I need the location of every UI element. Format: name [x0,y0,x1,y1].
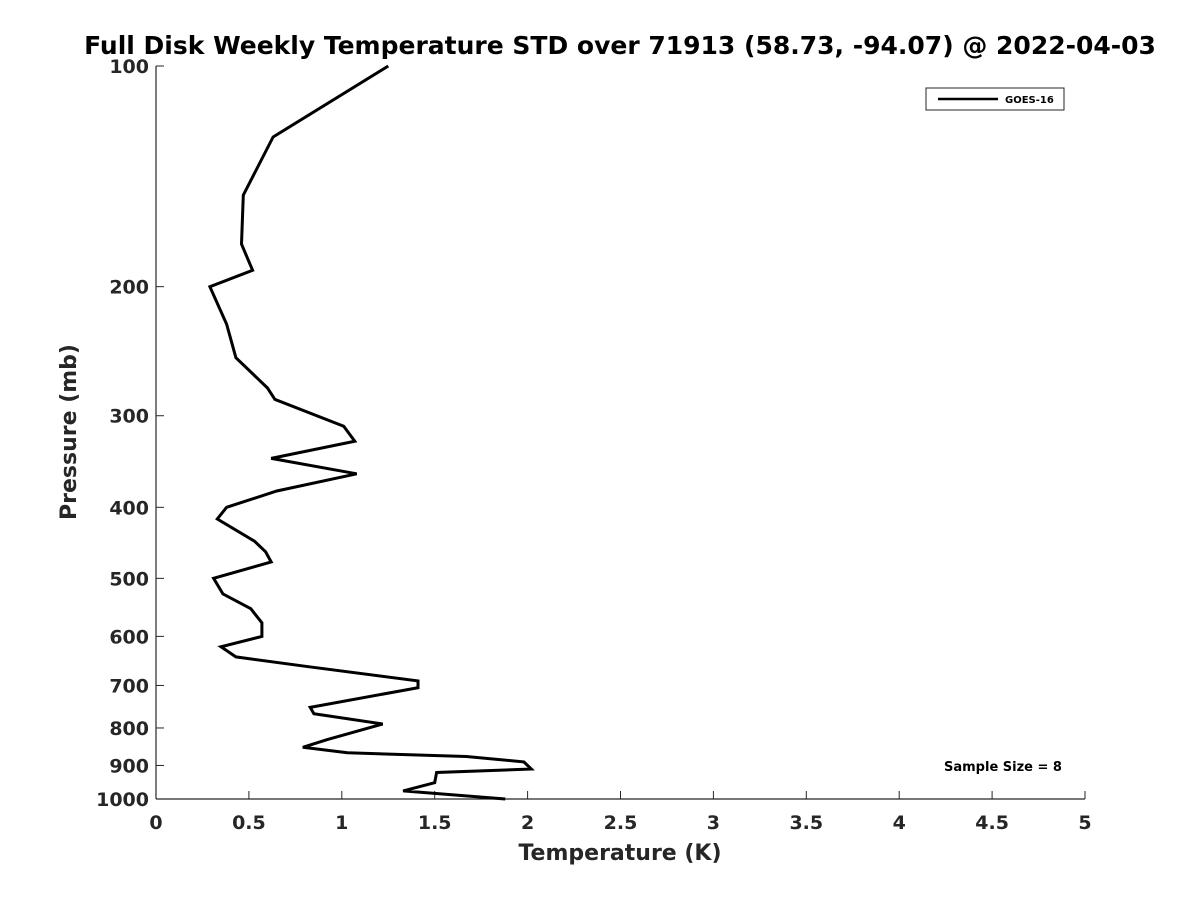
y-tick-label: 1000 [96,789,149,811]
plot-area: 0 0.5 1 1.5 2 2.5 3 3.5 4 4.5 5 100 200 300 400 500 600… [96,56,1092,834]
plot-background [156,66,1085,799]
x-tick-label: 1.5 [418,812,452,834]
legend-label-goes-16: GOES-16 [1005,95,1054,106]
x-tick-label: 2.5 [604,812,638,834]
series-line-goes-16 [207,64,535,801]
sample-size-annotation: Sample Size = 8 [944,760,1062,775]
y-tick-label: 800 [109,718,149,740]
y-tick-label: 100 [109,56,149,78]
x-tick-label: 3 [707,812,720,834]
x-tick-label: 1 [335,812,348,834]
x-tick-label: 0.5 [232,812,266,834]
x-tick-label: 0 [149,812,162,834]
series-layer [207,64,535,801]
y-tick-label: 900 [109,755,149,777]
x-tick-label: 4.5 [975,812,1009,834]
x-tick-label: 3.5 [789,812,823,834]
y-axis-ticks: 100 200 300 400 500 600 700 800 900 1000 [96,56,164,811]
y-tick-label: 200 [109,277,149,299]
y-tick-label: 600 [109,626,149,648]
x-axis-ticks: 0 0.5 1 1.5 2 2.5 3 3.5 4 4.5 5 [149,791,1092,834]
x-tick-label: 4 [893,812,906,834]
legend: GOES-16 [925,87,1065,111]
x-axis-label: Temperature (K) [518,841,721,866]
x-tick-label: 2 [521,812,534,834]
y-axis-label: Pressure (mb) [57,344,82,520]
y-tick-label: 500 [109,568,149,590]
y-tick-label: 700 [109,675,149,697]
x-tick-label: 5 [1078,812,1091,834]
y-tick-label: 300 [109,406,149,428]
y-tick-label: 400 [109,497,149,519]
chart-title: Full Disk Weekly Temperature STD over 71… [84,31,1156,60]
